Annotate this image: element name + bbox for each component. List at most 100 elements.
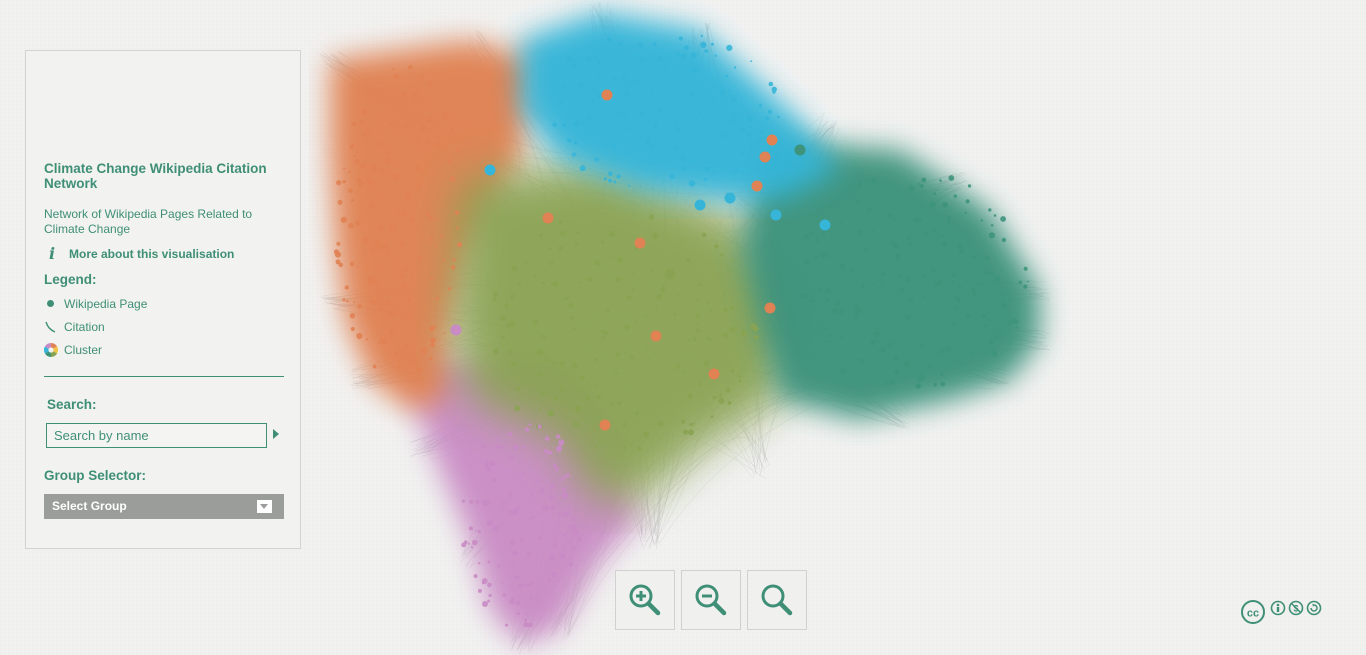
wikipedia-page-node[interactable] [764, 116, 770, 121]
wikipedia-page-node[interactable] [597, 75, 601, 79]
wikipedia-page-node[interactable] [656, 293, 663, 300]
wikipedia-page-node[interactable] [839, 336, 842, 340]
wikipedia-page-node[interactable] [814, 255, 818, 259]
wikipedia-page-node[interactable] [617, 257, 623, 264]
wikipedia-page-node[interactable] [750, 60, 753, 63]
wikipedia-page-node[interactable] [448, 287, 452, 291]
wikipedia-page-node[interactable] [519, 538, 524, 543]
wikipedia-page-node[interactable] [571, 362, 578, 369]
wikipedia-page-node[interactable] [864, 248, 868, 252]
wikipedia-page-node[interactable] [656, 87, 659, 90]
wikipedia-page-node[interactable] [722, 294, 725, 297]
wikipedia-page-node[interactable] [554, 282, 556, 285]
wikipedia-page-node[interactable] [405, 194, 411, 200]
wikipedia-page-node[interactable] [383, 243, 388, 249]
wikipedia-page-node[interactable] [468, 526, 474, 531]
wikipedia-page-node[interactable] [703, 360, 710, 367]
wikipedia-page-node[interactable] [381, 95, 384, 98]
wikipedia-page-node[interactable] [570, 558, 572, 561]
wikipedia-page-node[interactable] [349, 261, 355, 267]
wikipedia-page-node[interactable] [595, 55, 598, 59]
wikipedia-page-node[interactable] [336, 241, 341, 246]
wikipedia-page-node[interactable] [870, 339, 877, 346]
wikipedia-page-node[interactable] [394, 262, 399, 266]
wikipedia-page-node[interactable] [828, 333, 833, 338]
wikipedia-page-node[interactable] [676, 294, 680, 298]
wikipedia-page-node[interactable] [622, 446, 627, 450]
wikipedia-page-node[interactable] [558, 245, 563, 251]
wikipedia-page-node[interactable] [509, 294, 516, 300]
wikipedia-page-node[interactable] [477, 588, 482, 593]
wikipedia-page-node[interactable] [392, 130, 395, 133]
wikipedia-page-node[interactable] [680, 53, 687, 59]
wikipedia-page-node[interactable] [876, 180, 879, 183]
wikipedia-page-node[interactable] [738, 379, 742, 383]
wikipedia-page-node[interactable] [575, 405, 582, 412]
wikipedia-page-node[interactable] [540, 527, 544, 530]
wikipedia-page-node[interactable] [601, 335, 606, 340]
wikipedia-page-node[interactable] [839, 309, 844, 315]
wikipedia-page-node[interactable] [450, 324, 462, 336]
wikipedia-page-node[interactable] [436, 296, 440, 300]
wikipedia-page-node[interactable] [770, 209, 782, 221]
wikipedia-page-node[interactable] [921, 274, 926, 279]
wikipedia-page-node[interactable] [908, 185, 915, 192]
wikipedia-page-node[interactable] [739, 375, 742, 378]
wikipedia-page-node[interactable] [585, 56, 592, 63]
wikipedia-page-node[interactable] [857, 235, 860, 238]
wikipedia-page-node[interactable] [527, 622, 533, 628]
wikipedia-page-node[interactable] [638, 42, 644, 48]
wikipedia-page-node[interactable] [456, 242, 463, 248]
wikipedia-page-node[interactable] [971, 353, 974, 356]
wikipedia-page-node[interactable] [991, 350, 998, 357]
wikipedia-page-node[interactable] [508, 509, 515, 516]
wikipedia-page-node[interactable] [530, 597, 533, 600]
wikipedia-page-node[interactable] [475, 530, 477, 532]
wikipedia-page-node[interactable] [855, 307, 862, 314]
wikipedia-page-node[interactable] [676, 77, 679, 80]
wikipedia-page-node[interactable] [449, 128, 454, 132]
wikipedia-page-node[interactable] [904, 360, 911, 368]
wikipedia-page-node[interactable] [915, 383, 921, 389]
wikipedia-page-node[interactable] [821, 232, 825, 236]
wikipedia-page-node[interactable] [382, 118, 385, 121]
wikipedia-page-node[interactable] [592, 316, 594, 318]
wikipedia-page-node[interactable] [884, 308, 887, 311]
wikipedia-page-node[interactable] [601, 89, 613, 101]
wikipedia-page-node[interactable] [529, 581, 534, 586]
wikipedia-page-node[interactable] [482, 601, 488, 607]
wikipedia-page-node[interactable] [442, 259, 445, 262]
wikipedia-page-node[interactable] [551, 281, 556, 286]
wikipedia-page-node[interactable] [608, 171, 613, 177]
wikipedia-page-node[interactable] [344, 285, 349, 290]
wikipedia-page-node[interactable] [870, 177, 877, 184]
wikipedia-page-node[interactable] [923, 295, 927, 299]
wikipedia-page-node[interactable] [953, 194, 957, 198]
wikipedia-page-node[interactable] [619, 42, 623, 47]
wikipedia-page-node[interactable] [856, 200, 861, 204]
wikipedia-page-node[interactable] [598, 439, 602, 443]
wikipedia-page-node[interactable] [639, 111, 645, 117]
wikipedia-page-node[interactable] [605, 308, 610, 314]
wikipedia-page-node[interactable] [532, 319, 539, 326]
wikipedia-page-node[interactable] [571, 517, 575, 521]
wikipedia-page-node[interactable] [731, 259, 734, 262]
wikipedia-page-node[interactable] [772, 90, 776, 94]
wikipedia-page-node[interactable] [370, 300, 374, 304]
wikipedia-page-node[interactable] [724, 192, 736, 204]
wikipedia-page-node[interactable] [631, 270, 635, 274]
wikipedia-page-node[interactable] [554, 466, 559, 472]
wikipedia-page-node[interactable] [456, 226, 459, 229]
wikipedia-page-node[interactable] [714, 244, 719, 249]
wikipedia-page-node[interactable] [689, 422, 693, 427]
wikipedia-page-node[interactable] [406, 297, 411, 302]
wikipedia-page-node[interactable] [711, 172, 714, 175]
wikipedia-page-node[interactable] [348, 222, 354, 229]
wikipedia-page-node[interactable] [539, 488, 545, 494]
wikipedia-page-node[interactable] [380, 168, 386, 173]
wikipedia-page-node[interactable] [794, 144, 806, 156]
wikipedia-page-node[interactable] [616, 400, 622, 406]
wikipedia-page-node[interactable] [682, 371, 685, 374]
wikipedia-page-node[interactable] [691, 66, 697, 73]
wikipedia-page-node[interactable] [971, 287, 976, 293]
